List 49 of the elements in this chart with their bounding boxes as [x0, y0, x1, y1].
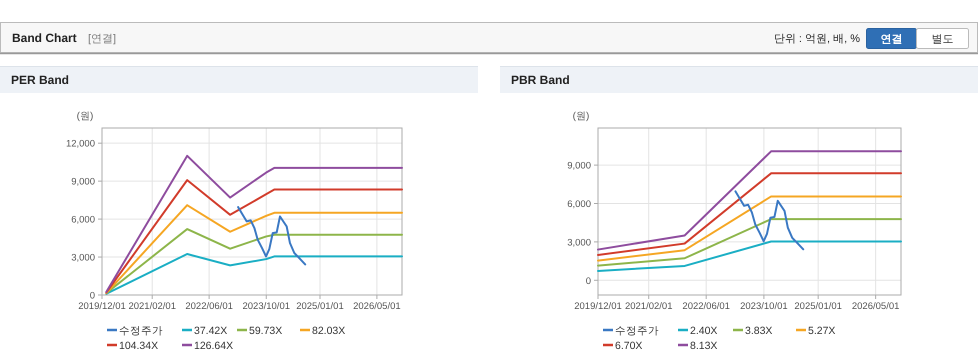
legend-label: 6.70X [615, 340, 642, 352]
legend-label: 126.64X [194, 340, 234, 352]
line-series [105, 228, 403, 294]
y-tick-label: 0 [586, 276, 591, 287]
legend-label: 82.03X [312, 325, 346, 337]
line-series [105, 253, 403, 295]
y-tick-label: 0 [90, 290, 95, 302]
y-axis-title: (원) [76, 111, 94, 122]
legend-label: 수정주가 [119, 325, 163, 337]
legend-label: 37.42X [194, 325, 228, 337]
text: [연결] [88, 33, 116, 45]
line-series [734, 190, 804, 250]
legend-label: 2.40X [690, 325, 718, 337]
legend-label: 수정주가 [615, 325, 659, 337]
legend-label: 8.13X [690, 340, 718, 352]
x-tick-label: 2025/01/01 [794, 301, 842, 312]
x-tick-label: 2026/05/01 [852, 301, 900, 312]
text: Band Chart [12, 31, 77, 45]
y-tick-label: 9,000 [71, 176, 95, 188]
line-series [105, 179, 403, 294]
x-tick-label: 2019/12/01 [574, 301, 622, 312]
y-tick-label: 3,000 [567, 237, 591, 248]
line-series [105, 154, 403, 293]
chart-title: PER Band [11, 73, 70, 87]
legend-label: 104.34X [119, 340, 158, 352]
chart-title: PBR Band [511, 73, 570, 87]
line-series [105, 204, 403, 294]
x-tick-label: 2026/05/01 [353, 301, 401, 312]
text: 연결 [880, 34, 902, 46]
y-tick-label: 6,000 [71, 214, 95, 226]
y-tick-label: 3,000 [71, 252, 95, 264]
text: 별도 [932, 34, 954, 46]
y-tick-label: 9,000 [567, 160, 591, 172]
text: 단위 : 억원, 배, % [774, 33, 860, 45]
x-tick-label: 2021/02/01 [128, 301, 176, 312]
y-tick-label: 12,000 [66, 138, 95, 150]
x-tick-label: 2023/10/01 [740, 301, 788, 312]
x-tick-label: 2022/06/01 [682, 301, 730, 312]
y-axis-title: (원) [572, 111, 590, 122]
legend-label: 59.73X [249, 325, 282, 337]
y-tick-label: 6,000 [567, 199, 591, 210]
x-tick-label: 2025/01/01 [296, 301, 344, 312]
x-tick-label: 2019/12/01 [78, 301, 126, 312]
x-tick-label: 2023/10/01 [242, 301, 290, 312]
line-series [237, 206, 306, 266]
x-tick-label: 2021/02/01 [624, 301, 672, 312]
x-tick-label: 2022/06/01 [185, 301, 233, 312]
legend-label: 5.27X [808, 325, 836, 337]
legend-label: 3.83X [745, 325, 772, 337]
